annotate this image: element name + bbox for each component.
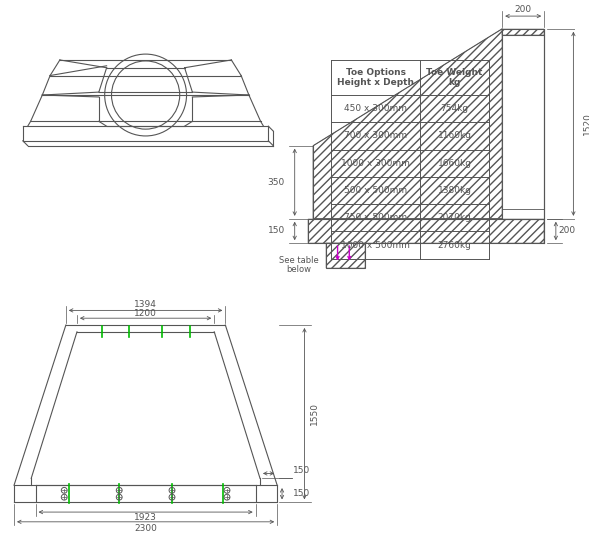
Polygon shape (313, 29, 502, 219)
Text: 1160kg: 1160kg (438, 131, 472, 140)
Polygon shape (502, 29, 544, 35)
Text: 1660kg: 1660kg (438, 159, 472, 168)
Text: 2300: 2300 (134, 524, 157, 533)
Text: below: below (286, 265, 311, 274)
Text: 200: 200 (558, 227, 575, 235)
Text: 1394: 1394 (134, 300, 157, 309)
Text: 700 x 300mm: 700 x 300mm (344, 131, 407, 140)
Text: Toe Options
Height x Depth: Toe Options Height x Depth (337, 68, 414, 87)
Text: 150: 150 (293, 466, 310, 475)
Text: 1000 x 500mm: 1000 x 500mm (341, 240, 410, 250)
Text: 200: 200 (515, 5, 532, 14)
Text: 1200: 1200 (134, 309, 157, 318)
Text: 450 x 300mm: 450 x 300mm (344, 104, 407, 113)
Text: 1923: 1923 (134, 513, 157, 522)
Text: 2760kg: 2760kg (438, 240, 471, 250)
Text: See table: See table (279, 256, 319, 265)
Polygon shape (326, 243, 365, 267)
Text: 1520: 1520 (583, 112, 589, 135)
Text: 150: 150 (268, 227, 285, 235)
Text: 1000 x 300mm: 1000 x 300mm (341, 159, 410, 168)
Text: 2070kg: 2070kg (438, 213, 471, 222)
Polygon shape (502, 35, 544, 219)
Text: Toe Weight
kg: Toe Weight kg (426, 68, 483, 87)
Text: 350: 350 (268, 178, 285, 187)
Text: 150: 150 (293, 490, 310, 498)
Text: 1380kg: 1380kg (438, 186, 472, 195)
Text: 750 x 500mm: 750 x 500mm (344, 213, 407, 222)
Text: 1550: 1550 (310, 402, 319, 425)
Polygon shape (309, 219, 544, 243)
Text: 754kg: 754kg (441, 104, 469, 113)
Text: 500 x 500mm: 500 x 500mm (344, 186, 407, 195)
